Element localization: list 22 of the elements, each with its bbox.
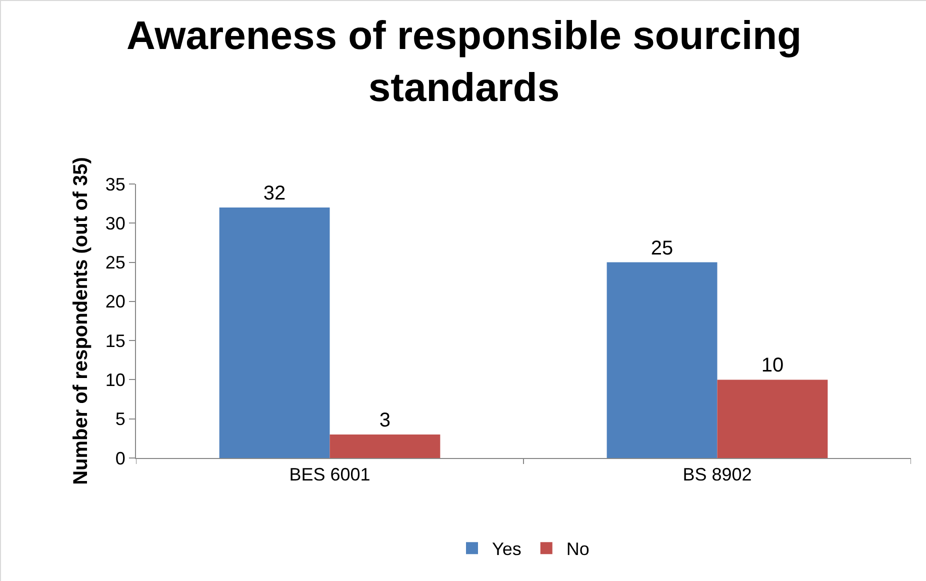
y-tick-label: 0 <box>115 448 126 468</box>
x-tick-label: BS 8902 <box>682 464 752 485</box>
y-tick-label: 30 <box>105 213 126 234</box>
chart-title: Awareness of responsible sourcing standards <box>126 14 802 110</box>
y-tick-label: 35 <box>105 174 126 194</box>
data-label: 25 <box>650 237 674 260</box>
legend-label: No <box>566 539 590 560</box>
y-tick-label: 15 <box>105 330 126 351</box>
bar <box>219 207 330 458</box>
y-axis-title: Number of respondents (out of 35) <box>70 157 92 485</box>
bar <box>330 434 440 458</box>
data-label: 32 <box>263 182 286 204</box>
y-tick-label: 20 <box>105 292 126 312</box>
bar <box>606 262 718 458</box>
bar <box>717 380 828 458</box>
y-tick-label: 25 <box>105 252 126 273</box>
legend-label: Yes <box>492 539 522 560</box>
y-tick-label: 10 <box>105 370 126 390</box>
data-label: 10 <box>761 354 784 377</box>
y-tick-label: 5 <box>115 409 126 430</box>
x-tick-label: BES 6001 <box>289 464 370 485</box>
data-label: 3 <box>379 410 391 432</box>
